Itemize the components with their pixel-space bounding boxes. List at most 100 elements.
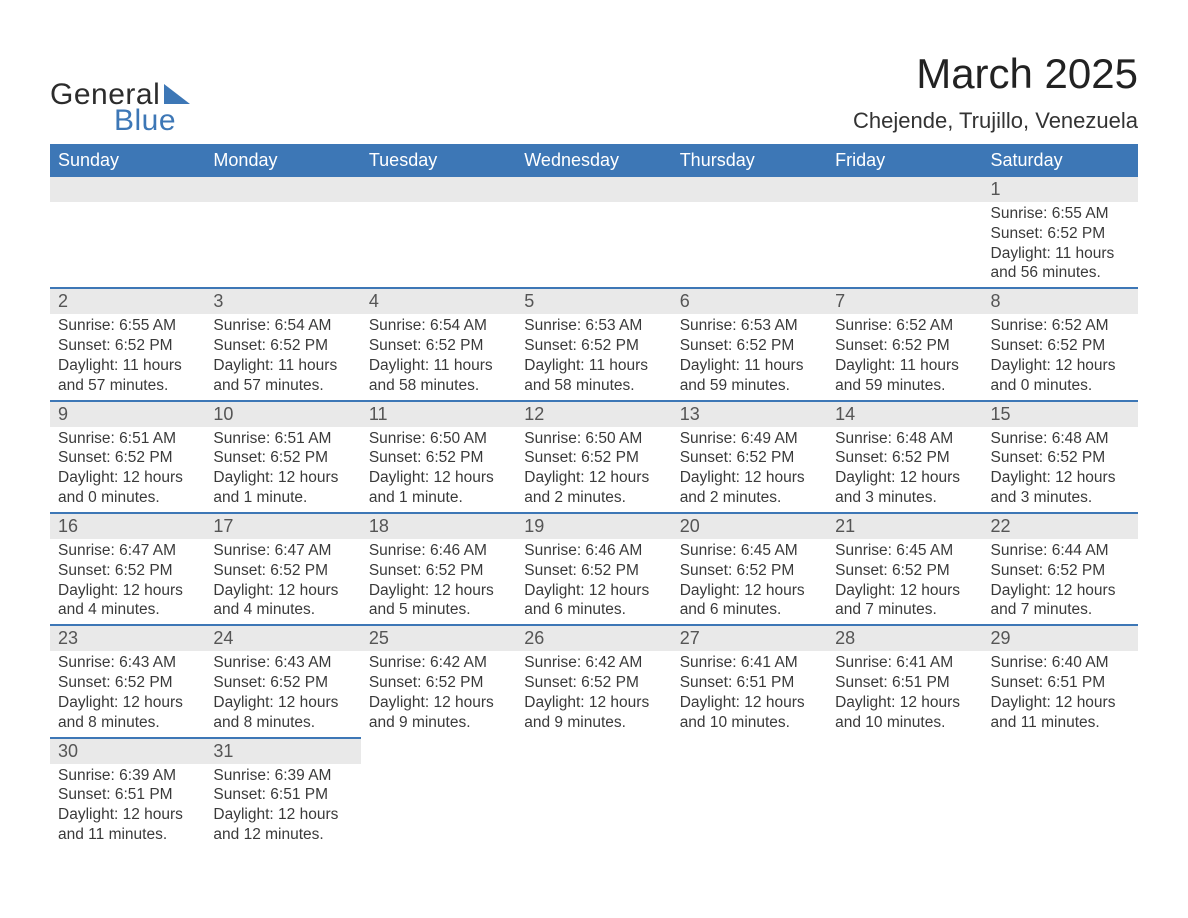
day-number-row: 1 (50, 177, 1138, 202)
daylight-line: Daylight: 12 hours and 12 minutes. (213, 805, 352, 845)
sunrise-line: Sunrise: 6:46 AM (524, 541, 663, 561)
sunrise-line: Sunrise: 6:51 AM (213, 429, 352, 449)
daylight-line: Daylight: 11 hours and 57 minutes. (58, 356, 197, 396)
day-detail-cell (827, 202, 982, 288)
sunrise-line: Sunrise: 6:47 AM (58, 541, 197, 561)
sunset-line: Sunset: 6:52 PM (991, 224, 1130, 244)
weekday-header: Tuesday (361, 144, 516, 177)
daylight-line: Daylight: 12 hours and 6 minutes. (524, 581, 663, 621)
sunset-line: Sunset: 6:52 PM (991, 561, 1130, 581)
day-detail-cell (827, 764, 982, 849)
daylight-line: Daylight: 11 hours and 59 minutes. (835, 356, 974, 396)
day-detail-cell: Sunrise: 6:55 AMSunset: 6:52 PMDaylight:… (983, 202, 1138, 288)
day-detail-cell (361, 202, 516, 288)
sunset-line: Sunset: 6:52 PM (369, 336, 508, 356)
day-number-cell (50, 177, 205, 202)
daylight-line: Daylight: 12 hours and 3 minutes. (991, 468, 1130, 508)
day-number-cell: 1 (983, 177, 1138, 202)
sunrise-line: Sunrise: 6:40 AM (991, 653, 1130, 673)
day-detail-cell: Sunrise: 6:54 AMSunset: 6:52 PMDaylight:… (361, 314, 516, 400)
day-detail-cell: Sunrise: 6:45 AMSunset: 6:52 PMDaylight:… (827, 539, 982, 625)
daylight-line: Daylight: 12 hours and 1 minute. (369, 468, 508, 508)
day-detail-cell (361, 764, 516, 849)
day-number-cell (516, 738, 671, 764)
sunrise-line: Sunrise: 6:52 AM (991, 316, 1130, 336)
sunset-line: Sunset: 6:52 PM (680, 448, 819, 468)
sunrise-line: Sunrise: 6:49 AM (680, 429, 819, 449)
title-block: March 2025 Chejende, Trujillo, Venezuela (853, 50, 1138, 134)
day-detail-cell: Sunrise: 6:43 AMSunset: 6:52 PMDaylight:… (205, 651, 360, 737)
day-number-cell: 28 (827, 625, 982, 651)
sunset-line: Sunset: 6:51 PM (213, 785, 352, 805)
sunset-line: Sunset: 6:52 PM (835, 336, 974, 356)
day-detail-cell (516, 202, 671, 288)
sunrise-line: Sunrise: 6:46 AM (369, 541, 508, 561)
sunset-line: Sunset: 6:52 PM (58, 448, 197, 468)
sunrise-line: Sunrise: 6:48 AM (835, 429, 974, 449)
sunset-line: Sunset: 6:52 PM (991, 336, 1130, 356)
month-title: March 2025 (853, 50, 1138, 98)
day-number-cell: 27 (672, 625, 827, 651)
sunset-line: Sunset: 6:52 PM (58, 336, 197, 356)
day-number-cell: 11 (361, 401, 516, 427)
day-number-cell (827, 177, 982, 202)
day-number-cell: 29 (983, 625, 1138, 651)
daylight-line: Daylight: 11 hours and 56 minutes. (991, 244, 1130, 284)
day-number-cell: 18 (361, 513, 516, 539)
daylight-line: Daylight: 12 hours and 4 minutes. (58, 581, 197, 621)
sunrise-line: Sunrise: 6:39 AM (58, 766, 197, 786)
sunset-line: Sunset: 6:52 PM (58, 673, 197, 693)
day-number-cell (983, 738, 1138, 764)
day-detail-row: Sunrise: 6:39 AM Sunset: 6:51 PMDaylight:… (50, 764, 1138, 849)
day-number-cell: 12 (516, 401, 671, 427)
sunset-line: Sunset: 6:51 PM (991, 673, 1130, 693)
sunrise-line: Sunrise: 6:44 AM (991, 541, 1130, 561)
day-number-cell: 26 (516, 625, 671, 651)
sunset-line: Sunset: 6:52 PM (991, 448, 1130, 468)
day-detail-row: Sunrise: 6:51 AMSunset: 6:52 PMDaylight:… (50, 427, 1138, 513)
day-number-cell (361, 738, 516, 764)
day-detail-cell: Sunrise: 6:43 AMSunset: 6:52 PMDaylight:… (50, 651, 205, 737)
day-detail-cell: Sunrise: 6:47 AMSunset: 6:52 PMDaylight:… (50, 539, 205, 625)
day-detail-cell: Sunrise: 6:39 AMSunset: 6:51 PMDaylight:… (205, 764, 360, 849)
day-detail-row: Sunrise: 6:47 AMSunset: 6:52 PMDaylight:… (50, 539, 1138, 625)
day-detail-cell: Sunrise: 6:47 AMSunset: 6:52 PMDaylight:… (205, 539, 360, 625)
sunset-line: Sunset: 6:52 PM (680, 561, 819, 581)
daylight-line: Daylight: 12 hours and 10 minutes. (835, 693, 974, 733)
sunrise-line: Sunrise: 6:41 AM (835, 653, 974, 673)
sunset-line: Sunset: 6:52 PM (213, 336, 352, 356)
day-number-cell: 10 (205, 401, 360, 427)
sunset-line: Sunset: 6:52 PM (524, 561, 663, 581)
day-detail-cell: Sunrise: 6:39 AMSunset: 6:51 PMDaylight:… (50, 764, 205, 849)
daylight-line: Daylight: 12 hours and 2 minutes. (680, 468, 819, 508)
day-number-cell: 30 (50, 738, 205, 764)
sunrise-line: Sunrise: 6:55 AM (58, 316, 197, 336)
daylight-line: Daylight: 12 hours and 9 minutes. (524, 693, 663, 733)
sunset-line: Sunset: 6:51 PM (835, 673, 974, 693)
daylight-line: Daylight: 12 hours and 0 minutes. (991, 356, 1130, 396)
day-number-cell (361, 177, 516, 202)
day-detail-cell: Sunrise: 6:46 AMSunset: 6:52 PMDaylight:… (361, 539, 516, 625)
day-number-cell: 22 (983, 513, 1138, 539)
daylight-line: Daylight: 12 hours and 7 minutes. (835, 581, 974, 621)
sunset-line: Sunset: 6:52 PM (524, 673, 663, 693)
day-number-cell: 5 (516, 288, 671, 314)
sunset-line: Sunset: 6:52 PM (213, 561, 352, 581)
day-detail-cell: Sunrise: 6:44 AMSunset: 6:52 PMDaylight:… (983, 539, 1138, 625)
weekday-header: Friday (827, 144, 982, 177)
day-number-cell: 6 (672, 288, 827, 314)
day-detail-cell: Sunrise: 6:41 AMSunset: 6:51 PMDaylight:… (672, 651, 827, 737)
day-number-cell: 3 (205, 288, 360, 314)
sunrise-line: Sunrise: 6:48 AM (991, 429, 1130, 449)
logo-word-blue: Blue (114, 104, 176, 138)
page-header: General Blue March 2025 Chejende, Trujil… (50, 50, 1138, 138)
sunrise-line: Sunrise: 6:43 AM (58, 653, 197, 673)
sunset-line: Sunset: 6:52 PM (835, 448, 974, 468)
calendar-table: SundayMondayTuesdayWednesdayThursdayFrid… (50, 144, 1138, 849)
day-number-cell: 20 (672, 513, 827, 539)
daylight-line: Daylight: 12 hours and 3 minutes. (835, 468, 974, 508)
daylight-line: Daylight: 12 hours and 7 minutes. (991, 581, 1130, 621)
day-detail-cell: Sunrise: 6:48 AMSunset: 6:52 PMDaylight:… (827, 427, 982, 513)
sunrise-line: Sunrise: 6:42 AM (369, 653, 508, 673)
day-number-cell (672, 738, 827, 764)
